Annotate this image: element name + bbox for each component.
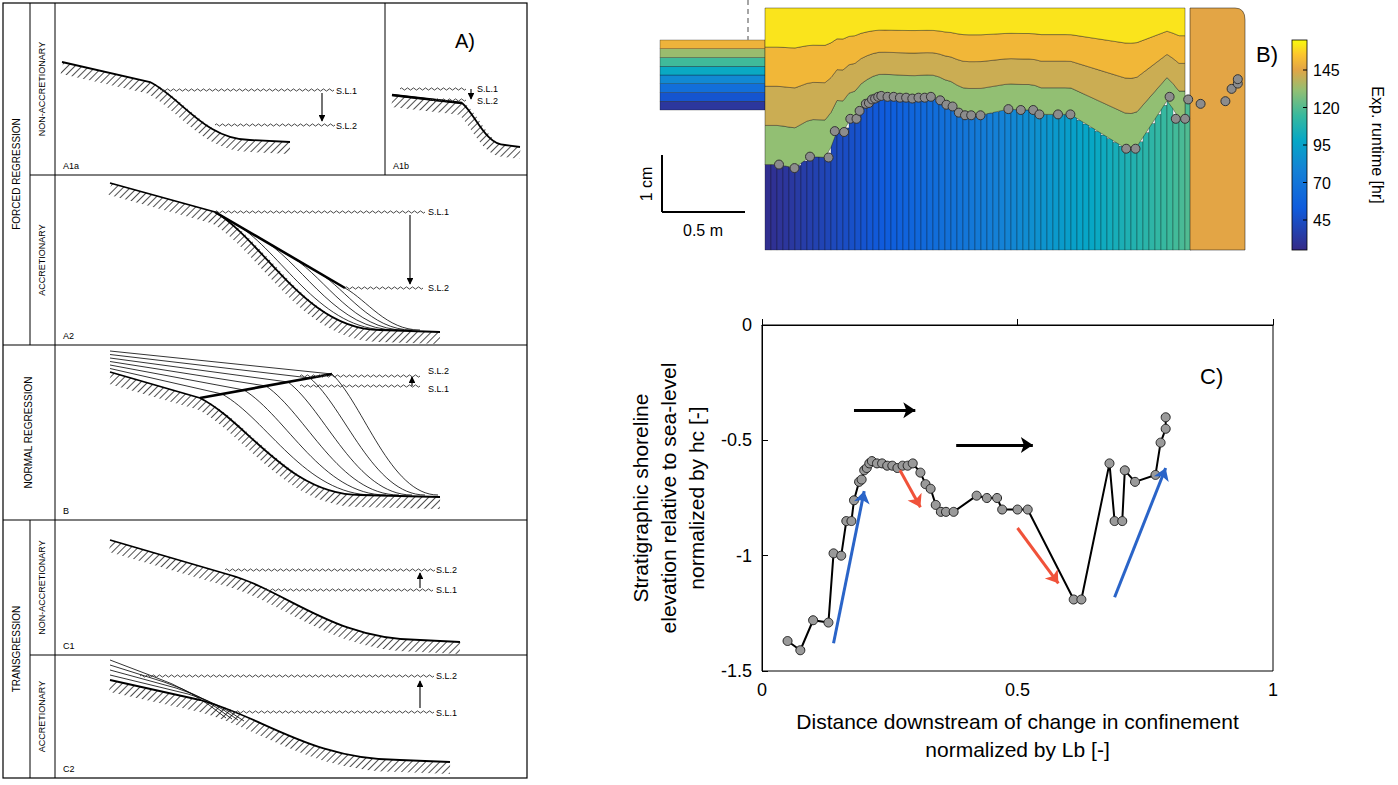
svg-text:S.L.1: S.L.1	[428, 384, 449, 394]
svg-text:S.L.1: S.L.1	[436, 585, 457, 595]
svg-text:120: 120	[1313, 100, 1340, 117]
svg-text:95: 95	[1313, 137, 1331, 154]
svg-text:Exp. runtime [hr]: Exp. runtime [hr]	[1369, 86, 1386, 203]
svg-text:0: 0	[742, 315, 752, 335]
svg-text:ACCRETIONARY: ACCRETIONARY	[37, 681, 47, 752]
svg-text:S.L.2: S.L.2	[428, 283, 449, 293]
svg-text:C1: C1	[63, 641, 75, 651]
svg-text:A): A)	[455, 30, 475, 52]
svg-text:145: 145	[1313, 62, 1340, 79]
svg-text:B: B	[63, 506, 69, 516]
svg-text:FORCED REGRESSION: FORCED REGRESSION	[11, 118, 22, 230]
svg-text:A2: A2	[63, 331, 74, 341]
svg-text:S.L.2: S.L.2	[477, 96, 498, 106]
svg-text:normalized by hc [-]: normalized by hc [-]	[685, 406, 708, 589]
svg-text:70: 70	[1313, 175, 1331, 192]
svg-text:45: 45	[1313, 212, 1331, 229]
svg-text:S.L.2: S.L.2	[336, 121, 357, 131]
svg-text:0: 0	[757, 680, 767, 700]
svg-text:NORMAL REGRESSION: NORMAL REGRESSION	[23, 377, 34, 489]
svg-text:Stratigraphic shoreline: Stratigraphic shoreline	[629, 394, 652, 603]
svg-text:S.L.1: S.L.1	[336, 86, 357, 96]
svg-text:C): C)	[1200, 364, 1223, 389]
svg-text:0.5: 0.5	[1005, 680, 1030, 700]
svg-text:Distance downstream of change: Distance downstream of change in confine…	[796, 710, 1239, 733]
svg-text:normalized by Lb [-]: normalized by Lb [-]	[925, 738, 1109, 761]
svg-text:S.L.2: S.L.2	[436, 565, 457, 575]
svg-text:S.L.1: S.L.1	[477, 84, 498, 94]
svg-text:0.5 m: 0.5 m	[683, 222, 723, 239]
svg-text:S.L.1: S.L.1	[436, 708, 457, 718]
svg-text:S.L.1: S.L.1	[428, 207, 449, 217]
svg-text:-1: -1	[736, 546, 752, 566]
svg-text:1: 1	[1268, 680, 1278, 700]
svg-text:elevation relative to sea-leve: elevation relative to sea-level	[657, 363, 680, 634]
svg-text:C2: C2	[63, 764, 75, 774]
svg-text:-1.5: -1.5	[721, 661, 752, 681]
svg-text:S.L.2: S.L.2	[436, 671, 457, 681]
svg-text:-0.5: -0.5	[721, 430, 752, 450]
svg-text:A1b: A1b	[393, 161, 409, 171]
svg-text:A1a: A1a	[63, 161, 79, 171]
svg-text:NON-ACCRETIONARY: NON-ACCRETIONARY	[37, 42, 47, 136]
svg-text:TRANSGRESSION: TRANSGRESSION	[11, 606, 22, 693]
svg-text:B): B)	[1256, 42, 1278, 67]
svg-text:ACCRETIONARY: ACCRETIONARY	[37, 224, 47, 295]
svg-text:S.L.2: S.L.2	[428, 366, 449, 376]
svg-text:NON-ACCRETIONARY: NON-ACCRETIONARY	[37, 540, 47, 634]
svg-text:1 cm: 1 cm	[638, 167, 655, 202]
